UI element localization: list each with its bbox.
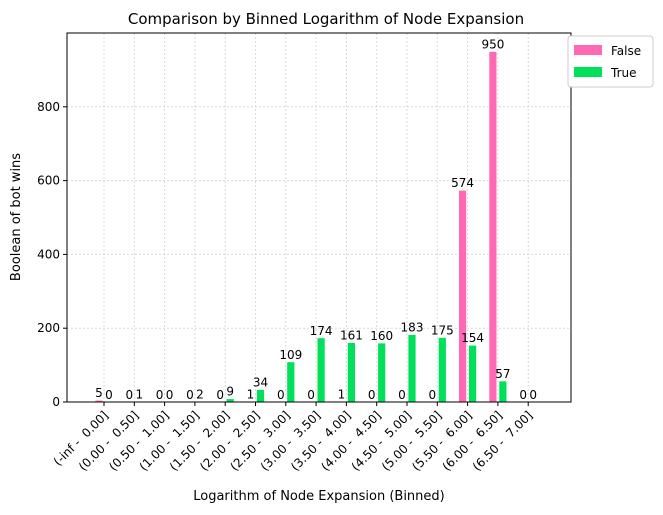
y-tick-label: 200	[37, 321, 60, 335]
plot-frame	[66, 32, 572, 403]
y-tick-label: 400	[37, 247, 60, 261]
y-axis-title: Boolean of bot wins	[9, 153, 24, 281]
data-label-false: 0	[277, 388, 285, 402]
data-label-false: 0	[186, 388, 194, 402]
bar-true	[437, 337, 447, 403]
data-label-true: 175	[431, 323, 454, 337]
data-label-false: 0	[216, 388, 224, 402]
data-label-false: 5	[95, 386, 103, 400]
data-label-true: 160	[370, 329, 393, 343]
data-label-false: 1	[338, 388, 346, 402]
data-label-true: 174	[310, 324, 333, 338]
data-label-true: 183	[401, 320, 424, 334]
data-label-true: 0	[529, 388, 537, 402]
data-label-true: 0	[166, 388, 174, 402]
legend-swatch-false	[574, 45, 602, 55]
bar-true	[316, 337, 326, 403]
data-label-true: 2	[196, 387, 204, 401]
data-label-false: 0	[428, 388, 436, 402]
data-label-true: 34	[253, 375, 268, 389]
bar-true	[498, 380, 508, 403]
data-label-false: 1	[247, 388, 255, 402]
data-label-true: 9	[226, 385, 234, 399]
y-axis: 0 200 400 600 800	[37, 100, 67, 409]
chart-title: Comparison by Binned Logarithm of Node E…	[128, 10, 524, 28]
data-label-false: 950	[481, 37, 504, 51]
data-label-false: 0	[156, 388, 164, 402]
data-label-true: 1	[135, 388, 143, 402]
legend-label-true: True	[610, 66, 637, 80]
bar-false	[488, 51, 498, 403]
data-label-true: 109	[279, 348, 302, 362]
y-tick-label: 0	[52, 395, 60, 409]
bar-true	[286, 361, 296, 403]
data-label-false: 0	[398, 388, 406, 402]
data-label-false: 0	[519, 388, 527, 402]
bar-true	[346, 342, 356, 403]
data-label-false: 0	[307, 388, 315, 402]
bar-true	[256, 389, 265, 403]
data-label-true: 161	[340, 329, 363, 343]
data-label-true: 0	[105, 388, 113, 402]
data-label-false: 0	[368, 388, 376, 402]
bar-true	[468, 344, 478, 403]
data-label-true: 154	[461, 331, 484, 345]
data-label-false: 574	[451, 176, 474, 190]
legend-swatch-true	[574, 67, 602, 77]
legend: False True	[567, 35, 654, 88]
x-axis: (-inf - 0.00](0.00 - 0.50](0.50 - 1.00](…	[51, 402, 535, 474]
grid	[67, 33, 571, 403]
data-label-false: 0	[125, 388, 133, 402]
legend-label-false: False	[611, 44, 641, 58]
bar-true	[407, 334, 417, 403]
bar-true	[377, 342, 387, 403]
bar-false	[458, 189, 468, 403]
data-label-true: 57	[495, 367, 510, 381]
x-axis-title: Logarithm of Node Expansion (Binned)	[193, 489, 444, 504]
y-tick-label: 600	[37, 174, 60, 188]
y-tick-label: 800	[37, 100, 60, 114]
bars	[94, 51, 508, 403]
